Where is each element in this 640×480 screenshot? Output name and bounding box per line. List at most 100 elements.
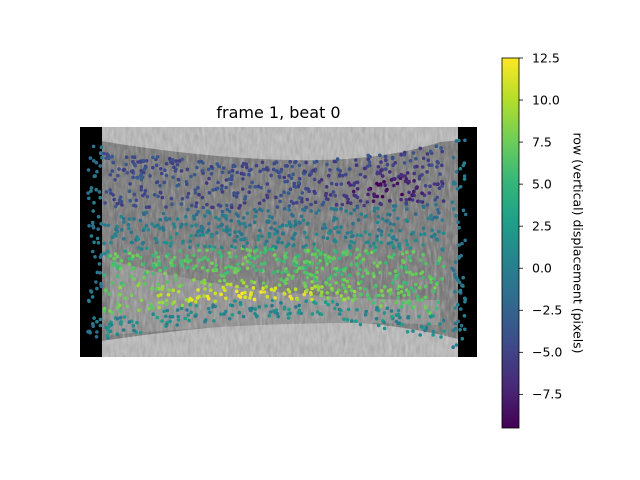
tracked-point	[118, 321, 123, 325]
tracked-point	[405, 250, 409, 254]
tracked-point	[331, 299, 335, 304]
tracked-point	[163, 314, 168, 319]
tracked-point	[368, 155, 372, 159]
tracked-point	[348, 252, 353, 257]
tracked-point	[408, 258, 413, 263]
tracked-point	[86, 168, 91, 172]
tracked-point	[215, 186, 220, 190]
tracked-point	[264, 239, 269, 244]
tracked-point	[203, 214, 207, 218]
tracked-point	[243, 295, 247, 300]
tracked-point	[265, 193, 269, 198]
tracked-point	[349, 288, 354, 293]
tracked-point	[247, 172, 251, 177]
tracked-point	[229, 182, 233, 186]
tracked-point	[286, 242, 291, 246]
colorbar	[501, 57, 523, 429]
tracked-point	[408, 246, 413, 250]
tracked-point	[378, 261, 382, 265]
tracked-point	[173, 277, 178, 282]
tracked-point	[435, 282, 439, 287]
tracked-point	[382, 180, 386, 184]
tracked-point	[348, 183, 353, 187]
tracked-point	[260, 234, 264, 239]
tracked-point	[87, 196, 91, 201]
tracked-point	[402, 150, 407, 155]
tracked-point	[164, 298, 169, 303]
tracked-point	[125, 171, 130, 175]
tracked-point	[245, 266, 250, 271]
tracked-point	[159, 293, 163, 297]
tracked-point	[304, 205, 308, 210]
tracked-point	[115, 254, 120, 259]
tracked-point	[389, 178, 394, 182]
tracked-point	[342, 317, 346, 322]
tracked-point	[188, 302, 192, 307]
tracked-point	[138, 255, 143, 260]
tracked-point	[180, 222, 184, 227]
tracked-point	[224, 214, 229, 218]
tracked-point	[176, 314, 181, 319]
tracked-point	[293, 287, 298, 292]
tracked-point	[409, 286, 414, 290]
tracked-point	[320, 285, 324, 289]
tracked-point	[436, 208, 440, 212]
tracked-point	[214, 215, 218, 220]
tracked-point	[317, 208, 321, 213]
tracked-point	[151, 253, 156, 258]
tracked-point	[456, 278, 460, 282]
tracked-point	[298, 196, 302, 200]
tracked-point	[354, 158, 358, 162]
tracked-point	[108, 254, 113, 258]
colorbar-tick-label: 10.0	[532, 92, 560, 108]
tracked-point	[462, 161, 467, 165]
tracked-point	[454, 343, 459, 347]
tracked-point	[383, 154, 388, 159]
tracked-point	[256, 254, 260, 259]
tracked-point	[379, 289, 384, 293]
tracked-point	[254, 248, 259, 252]
tracked-point	[340, 202, 345, 207]
tracked-point	[441, 318, 446, 323]
tracked-point	[355, 180, 360, 185]
tracked-point	[155, 155, 160, 159]
tracked-point	[267, 313, 272, 318]
tracked-point	[384, 261, 388, 265]
tracked-point	[374, 317, 379, 321]
tracked-point	[387, 254, 391, 259]
tracked-point	[224, 217, 229, 221]
tracked-point	[329, 181, 334, 186]
tracked-point	[416, 298, 420, 302]
tracked-point	[281, 259, 286, 264]
tracked-point	[225, 229, 229, 234]
tracked-point	[460, 241, 464, 246]
tracked-point	[304, 271, 309, 276]
tracked-point	[297, 303, 302, 308]
tracked-point	[208, 310, 212, 315]
tracked-point	[240, 278, 244, 283]
tracked-point	[223, 266, 228, 270]
tracked-point	[269, 226, 273, 230]
tracked-point	[275, 269, 280, 274]
tracked-point	[288, 223, 293, 227]
tracked-point	[415, 164, 419, 169]
tracked-point	[272, 161, 277, 166]
tracked-point	[412, 171, 417, 176]
tracked-point	[411, 329, 415, 333]
tracked-point	[382, 311, 387, 315]
tracked-point	[172, 255, 177, 260]
tracked-point	[275, 169, 279, 173]
tracked-point	[233, 299, 237, 303]
tracked-point	[282, 175, 287, 180]
tracked-point	[381, 174, 385, 178]
tracked-point	[307, 173, 312, 177]
tracked-point	[438, 172, 442, 176]
tracked-point	[115, 202, 119, 206]
tracked-point	[241, 262, 245, 266]
tracked-point	[243, 255, 248, 260]
tracked-point	[330, 286, 334, 291]
tracked-point	[92, 200, 96, 205]
tracked-point	[432, 276, 436, 281]
tracked-point	[326, 173, 331, 178]
tracked-point	[107, 325, 111, 329]
